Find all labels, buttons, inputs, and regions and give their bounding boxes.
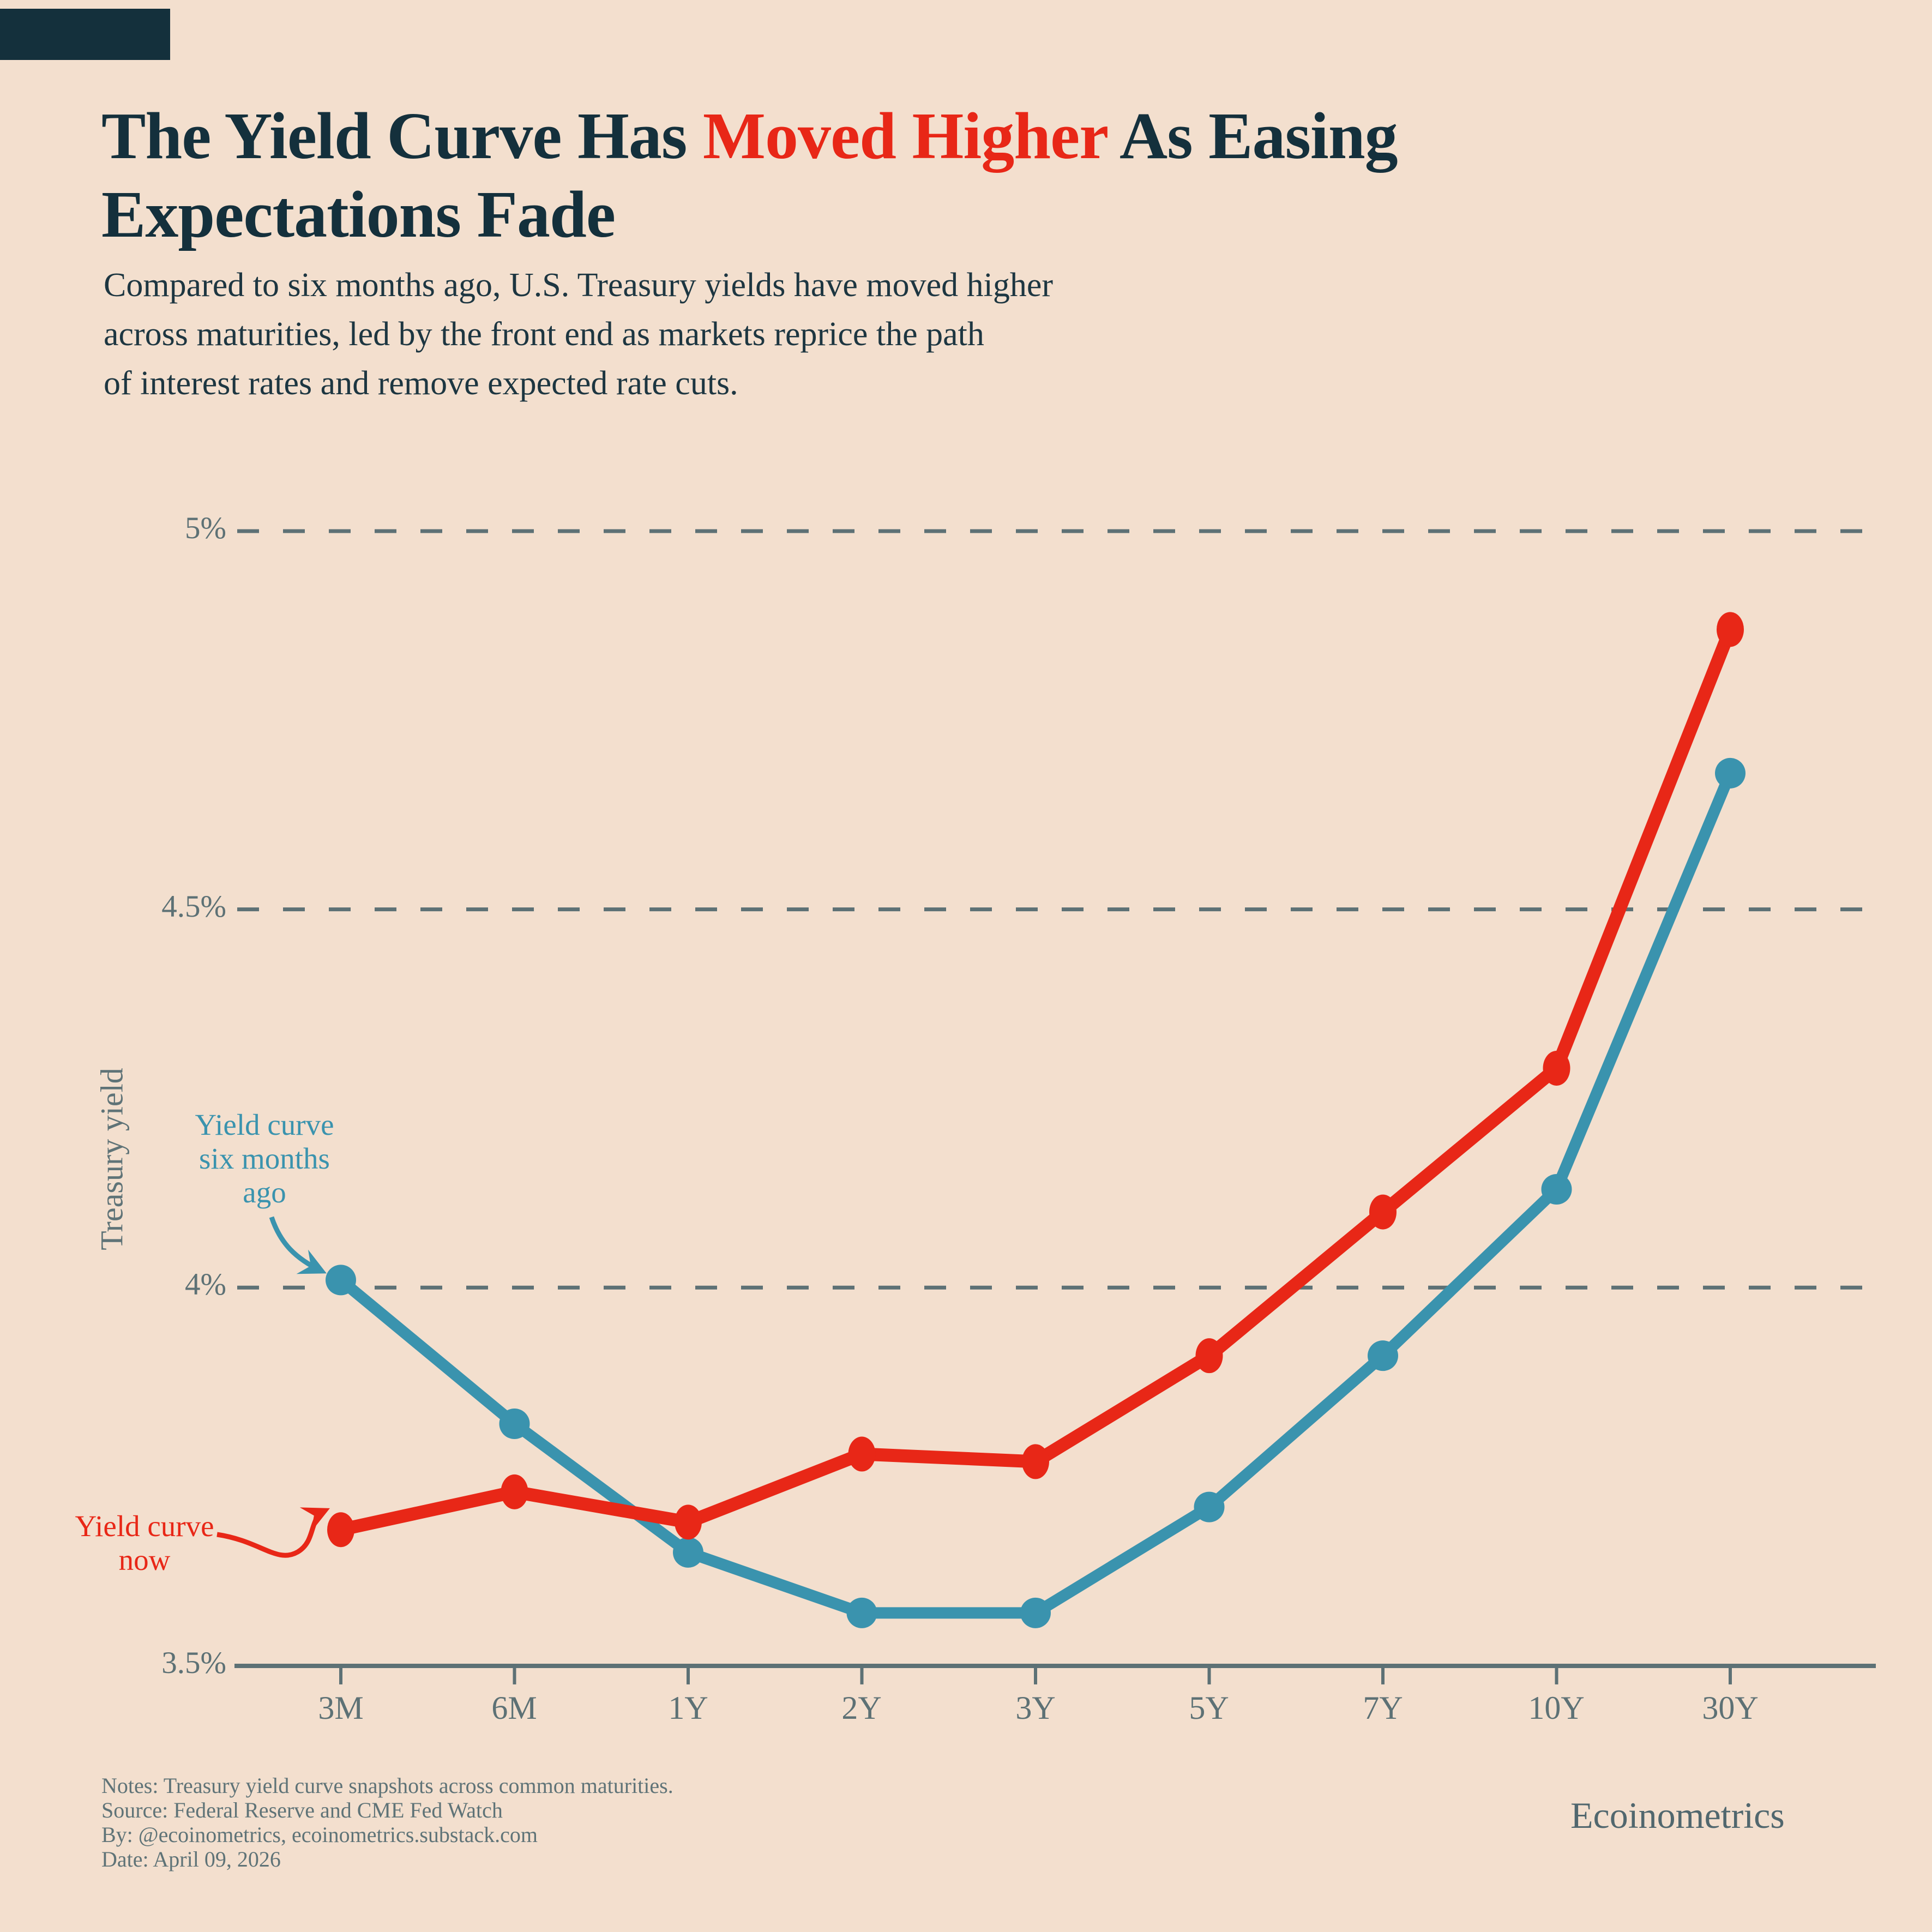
subtitle-line-2: across maturities, led by the front end … — [104, 316, 984, 353]
subtitle-line-1: Compared to six months ago, U.S. Treasur… — [104, 267, 1053, 304]
y-tick-label-3-5pct: 3.5% — [161, 1646, 226, 1680]
brand-corner-flag — [0, 9, 170, 60]
subtitle-line-3: of interest rates and remove expected ra… — [104, 365, 738, 402]
annotation-now: Yield curve now — [63, 1509, 226, 1577]
x-tick-label-7y: 7Y — [1363, 1690, 1403, 1726]
brand-wordmark: Ecoinometrics — [1570, 1795, 1785, 1836]
annotation-six-months-ago-line-3: ago — [243, 1176, 286, 1209]
footer-source-line: Source: Federal Reserve and CME Fed Watc… — [101, 1798, 503, 1822]
annotation-six-months-ago-line-2: six months — [199, 1142, 330, 1175]
x-tick-label-5y: 5Y — [1189, 1690, 1229, 1726]
x-tick-label-10y: 10Y — [1528, 1690, 1585, 1726]
y-tick-label-4-5pct: 4.5% — [161, 889, 226, 924]
title-line-2: Expectations Fade — [101, 177, 616, 251]
annotation-now-line-1: Yield curve — [75, 1509, 214, 1543]
subtitle: Compared to six months ago, U.S. Treasur… — [104, 261, 1630, 408]
footer-notes-line: Notes: Treasury yield curve snapshots ac… — [101, 1773, 673, 1798]
y-axis-title: Treasury yield — [94, 1068, 130, 1250]
y-tick-label-4pct: 4% — [185, 1267, 226, 1302]
footer-by-line: By: @ecoinometrics, ecoinometrics.substa… — [101, 1822, 538, 1847]
footer-date-line: Date: April 09, 2026 — [101, 1847, 281, 1871]
annotation-now-line-2: now — [118, 1543, 171, 1576]
annotation-six-months-ago: Yield curve six months ago — [180, 1108, 349, 1209]
y-tick-label-5pct: 5% — [185, 511, 226, 545]
x-tick-label-2y: 2Y — [841, 1690, 882, 1726]
x-tick-label-3y: 3Y — [1015, 1690, 1056, 1726]
x-tick-label-30y: 30Y — [1702, 1690, 1759, 1726]
footer-notes: Notes: Treasury yield curve snapshots ac… — [101, 1773, 1028, 1871]
title-highlight: Moved Higher — [702, 99, 1108, 173]
title-part-2: As Easing — [1107, 99, 1398, 173]
annotation-six-months-ago-line-1: Yield curve — [195, 1108, 334, 1141]
x-tick-label-3m: 3M — [318, 1690, 364, 1726]
x-tick-label-6m: 6M — [491, 1690, 537, 1726]
title-part-1: The Yield Curve Has — [101, 99, 703, 173]
page-title: The Yield Curve Has Moved Higher As Easi… — [101, 97, 1879, 254]
x-tick-label-1y: 1Y — [668, 1690, 708, 1726]
